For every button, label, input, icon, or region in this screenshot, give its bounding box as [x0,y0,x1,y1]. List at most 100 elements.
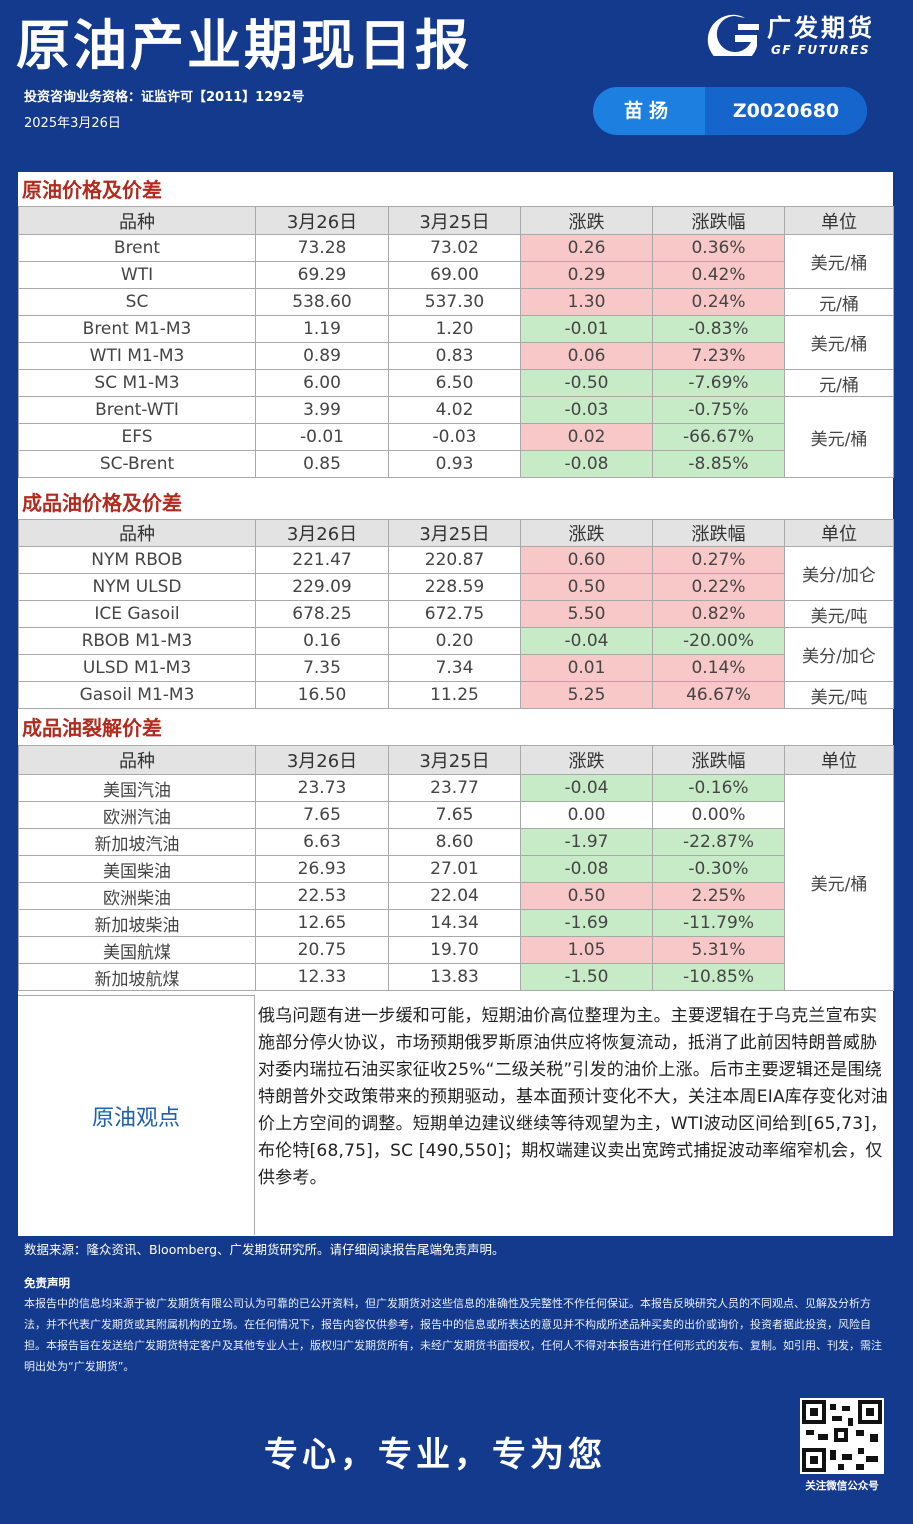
change-cell: 0.02 [520,423,653,451]
gf-logo-icon [707,14,759,56]
change-percent-cell: -20.00% [652,627,785,655]
table-row: 新加坡汽油 6.63 8.60 -1.97 -22.87% [18,828,894,856]
column-header: 涨跌幅 [652,745,785,775]
product-name-cell: 美国柴油 [18,855,256,883]
table-row: Brent 73.28 73.02 0.26 0.36% 美元/桶 [18,234,894,289]
crude-price-table: 品种 3月26日 3月25日 涨跌 涨跌幅 单位 Brent 73.28 73.02 0.26 0.… [18,206,894,478]
product-name-cell: EFS [18,423,256,451]
table-row: EFS -0.01 -0.03 0.02 -66.67% [18,423,894,451]
table-row: WTI M1-M3 0.89 0.83 0.06 7.23% [18,342,894,370]
previous-price-cell: 672.75 [388,600,521,628]
column-header: 涨跌 [520,206,653,235]
change-cell: 0.50 [520,573,653,601]
change-cell: -0.01 [520,315,653,343]
change-cell: -0.03 [520,396,653,424]
table-row: RBOB M1-M3 0.16 0.20 -0.04 -20.00% 美分/加仑 [18,627,894,682]
previous-price-cell: 22.04 [388,882,521,910]
column-header: 涨跌幅 [652,519,785,547]
current-price-cell: 229.09 [255,573,389,601]
table-row: WTI 69.29 69.00 0.29 0.42% [18,261,894,289]
change-cell: -1.97 [520,828,653,856]
column-header: 3月26日 [255,745,389,775]
slogan: 专心，专业，专为您 [264,1435,606,1475]
column-header: 3月26日 [255,519,389,547]
current-price-cell: -0.01 [255,423,389,451]
change-percent-cell: 5.31% [652,936,785,964]
unit-cell: 美元/桶 [784,315,894,370]
change-percent-cell: 0.14% [652,654,785,682]
report-date: 2025年3月26日 [24,116,121,131]
product-name-cell: WTI [18,261,256,289]
change-percent-cell: 0.24% [652,288,785,316]
change-percent-cell: 0.82% [652,600,785,628]
unit-cell: 元/桶 [784,369,894,397]
change-percent-cell: -11.79% [652,909,785,937]
previous-price-cell: 7.65 [388,801,521,829]
table-row: SC-Brent 0.85 0.93 -0.08 -8.85% [18,450,894,478]
table-row: 新加坡柴油 12.65 14.34 -1.69 -11.79% [18,909,894,937]
change-percent-cell: -0.16% [652,774,785,802]
unit-cell: 美元/桶 [784,234,894,289]
column-header: 单位 [784,745,894,775]
current-price-cell: 12.33 [255,963,389,991]
disclaimer-text: 本报告中的信息均来源于被广发期货有限公司认为可靠的已公开资料，但广发期货对这些信… [24,1297,882,1373]
analyst-name: 苗扬 [623,100,674,122]
current-price-cell: 7.35 [255,654,389,682]
current-price-cell: 7.65 [255,801,389,829]
column-header: 3月25日 [388,206,521,235]
change-cell: 1.05 [520,936,653,964]
column-header: 单位 [784,206,894,235]
current-price-cell: 69.29 [255,261,389,289]
table-row: SC 538.60 537.30 1.30 0.24% 元/桶 [18,288,894,316]
qr-code-icon[interactable] [800,1398,884,1474]
previous-price-cell: 0.83 [388,342,521,370]
unit-cell: 美元/吨 [784,600,894,628]
table-header-row: 品种 3月26日 3月25日 涨跌 涨跌幅 单位 [18,745,894,775]
product-name-cell: NYM RBOB [18,546,256,574]
change-percent-cell: -22.87% [652,828,785,856]
table-row: 美国柴油 26.93 27.01 -0.08 -0.30% [18,855,894,883]
product-name-cell: 美国汽油 [18,774,256,802]
logo-chinese-name: 广发期货 [767,14,875,42]
previous-price-cell: 7.34 [388,654,521,682]
current-price-cell: 12.65 [255,909,389,937]
change-percent-cell: -7.69% [652,369,785,397]
change-percent-cell: -8.85% [652,450,785,478]
table-row: Brent M1-M3 1.19 1.20 -0.01 -0.83% 美元/桶 [18,315,894,370]
previous-price-cell: 11.25 [388,681,521,709]
current-price-cell: 6.00 [255,369,389,397]
product-name-cell: Gasoil M1-M3 [18,681,256,709]
product-name-cell: RBOB M1-M3 [18,627,256,655]
change-percent-cell: -0.75% [652,396,785,424]
previous-price-cell: 537.30 [388,288,521,316]
change-cell: 0.60 [520,546,653,574]
change-percent-cell: -10.85% [652,963,785,991]
product-name-cell: ULSD M1-M3 [18,654,256,682]
change-cell: -0.04 [520,774,653,802]
previous-price-cell: 69.00 [388,261,521,289]
viewpoint-text: 俄乌问题有进一步缓和可能，短期油价高位整理为主。主要逻辑在于乌克兰宣布实施部分停… [258,1006,888,1188]
change-cell: -0.50 [520,369,653,397]
previous-price-cell: 0.93 [388,450,521,478]
current-price-cell: 73.28 [255,234,389,262]
product-name-cell: SC-Brent [18,450,256,478]
previous-price-cell: 6.50 [388,369,521,397]
column-header: 3月25日 [388,745,521,775]
change-percent-cell: 0.42% [652,261,785,289]
product-name-cell: Brent [18,234,256,262]
previous-price-cell: 19.70 [388,936,521,964]
product-name-cell: WTI M1-M3 [18,342,256,370]
change-percent-cell: -0.30% [652,855,785,883]
unit-cell: 美元/吨 [784,681,894,709]
table-row: SC M1-M3 6.00 6.50 -0.50 -7.69% 元/桶 [18,369,894,397]
previous-price-cell: 13.83 [388,963,521,991]
current-price-cell: 0.16 [255,627,389,655]
previous-price-cell: 14.34 [388,909,521,937]
change-percent-cell: 46.67% [652,681,785,709]
column-header: 3月25日 [388,519,521,547]
data-source-note: 数据来源：隆众资讯、Bloomberg、广发期货研究所。请仔细阅读报告尾端免责声… [24,1242,505,1257]
product-name-cell: NYM ULSD [18,573,256,601]
qr-caption: 关注微信公众号 [805,1480,879,1492]
table-row: Brent-WTI 3.99 4.02 -0.03 -0.75% 美元/桶 [18,396,894,478]
product-name-cell: Brent M1-M3 [18,315,256,343]
